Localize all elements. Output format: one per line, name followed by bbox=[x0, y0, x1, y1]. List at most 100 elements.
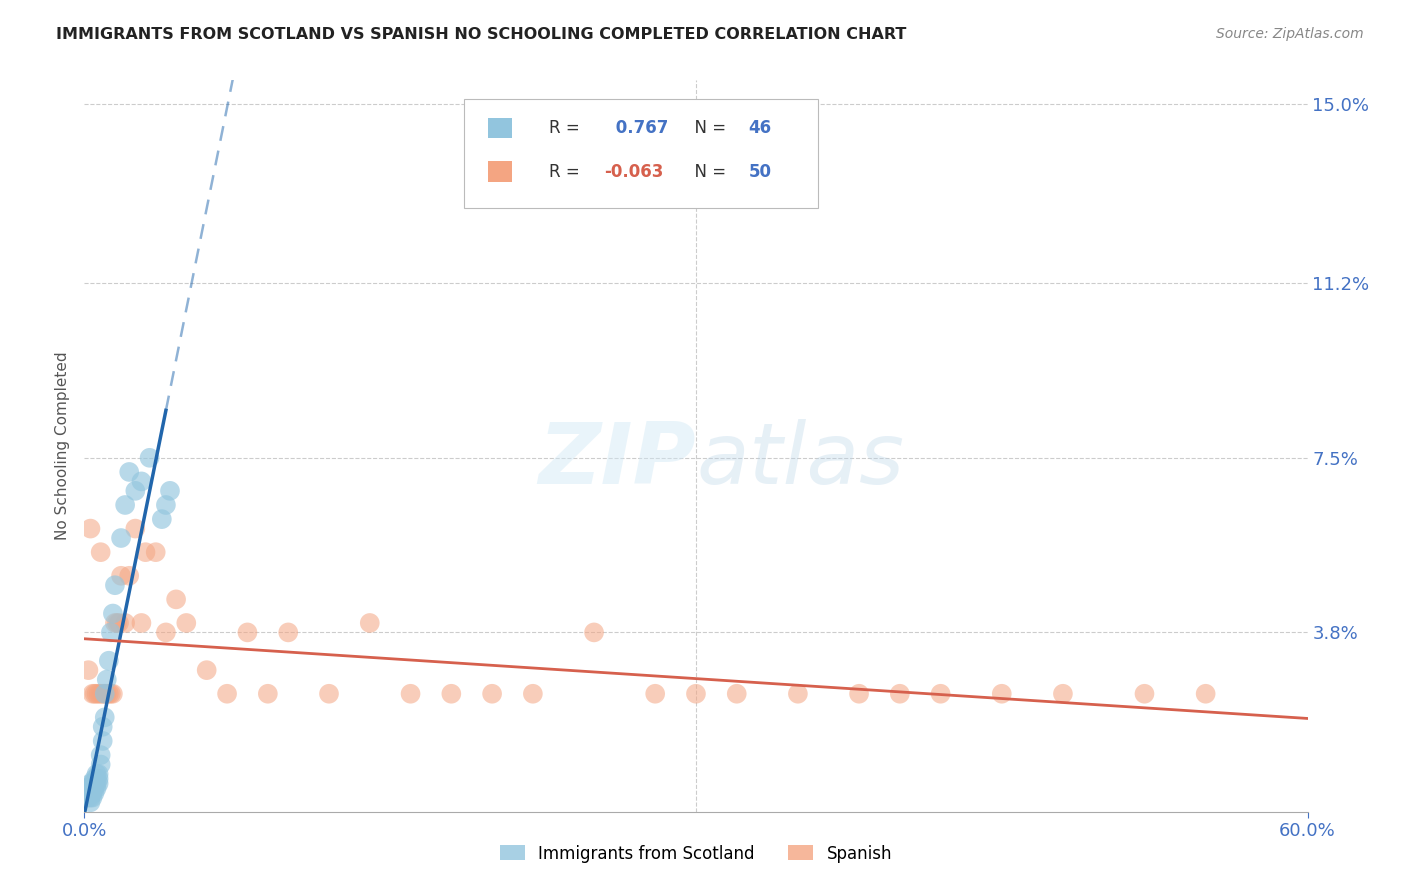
Point bbox=[82, 781, 104, 796]
Point bbox=[399, 687, 422, 701]
Point bbox=[87, 772, 110, 786]
Point bbox=[75, 790, 97, 805]
Point bbox=[83, 687, 105, 701]
Point bbox=[97, 654, 120, 668]
Point bbox=[75, 786, 97, 800]
Point bbox=[86, 772, 108, 786]
Point bbox=[159, 483, 181, 498]
Point bbox=[77, 781, 100, 796]
Point bbox=[889, 687, 911, 701]
Point bbox=[104, 615, 127, 630]
Point bbox=[991, 687, 1014, 701]
Point bbox=[83, 776, 105, 790]
Point bbox=[86, 767, 108, 781]
Point bbox=[91, 720, 114, 734]
Point bbox=[90, 757, 112, 772]
Text: R =: R = bbox=[550, 119, 585, 136]
Point bbox=[86, 776, 108, 790]
Point bbox=[583, 625, 606, 640]
Point bbox=[83, 786, 105, 800]
Point bbox=[114, 615, 136, 630]
Point bbox=[79, 786, 101, 800]
Point bbox=[77, 663, 100, 677]
Text: IMMIGRANTS FROM SCOTLAND VS SPANISH NO SCHOOLING COMPLETED CORRELATION CHART: IMMIGRANTS FROM SCOTLAND VS SPANISH NO S… bbox=[56, 27, 907, 42]
Point bbox=[236, 625, 259, 640]
Point bbox=[155, 625, 177, 640]
Point bbox=[929, 687, 952, 701]
Point bbox=[359, 615, 381, 630]
Text: -0.063: -0.063 bbox=[605, 162, 664, 181]
Legend: Immigrants from Scotland, Spanish: Immigrants from Scotland, Spanish bbox=[494, 838, 898, 869]
Point bbox=[77, 786, 100, 800]
Text: 46: 46 bbox=[748, 119, 772, 136]
Point bbox=[124, 522, 146, 536]
Text: ZIP: ZIP bbox=[538, 419, 696, 502]
Point bbox=[150, 512, 173, 526]
Point bbox=[104, 578, 127, 592]
Point bbox=[77, 790, 100, 805]
Text: 50: 50 bbox=[748, 162, 772, 181]
Point bbox=[118, 465, 141, 479]
Point bbox=[87, 687, 110, 701]
Point bbox=[195, 663, 218, 677]
Text: Source: ZipAtlas.com: Source: ZipAtlas.com bbox=[1216, 27, 1364, 41]
Point bbox=[79, 795, 101, 809]
Point bbox=[848, 687, 870, 701]
Point bbox=[75, 781, 97, 796]
Point bbox=[118, 568, 141, 582]
Point bbox=[93, 687, 115, 701]
Point bbox=[100, 687, 122, 701]
Point bbox=[522, 687, 544, 701]
Point bbox=[86, 781, 108, 796]
Point bbox=[91, 687, 114, 701]
Point bbox=[131, 475, 153, 489]
Point bbox=[91, 734, 114, 748]
Point bbox=[93, 710, 115, 724]
Point bbox=[155, 498, 177, 512]
Point bbox=[90, 748, 112, 763]
Point bbox=[131, 615, 153, 630]
Point bbox=[481, 687, 503, 701]
Point bbox=[257, 687, 280, 701]
Point bbox=[135, 545, 157, 559]
Point bbox=[87, 767, 110, 781]
Point bbox=[83, 781, 105, 796]
Text: R =: R = bbox=[550, 162, 585, 181]
Point bbox=[685, 687, 707, 701]
Point bbox=[90, 687, 112, 701]
Point bbox=[101, 687, 124, 701]
Point bbox=[100, 625, 122, 640]
Point bbox=[82, 790, 104, 805]
Point bbox=[1052, 687, 1074, 701]
Text: N =: N = bbox=[683, 119, 731, 136]
Point bbox=[83, 772, 105, 786]
Point bbox=[79, 781, 101, 796]
Point bbox=[108, 615, 131, 630]
Point bbox=[787, 687, 810, 701]
Point bbox=[97, 687, 120, 701]
Point bbox=[79, 776, 101, 790]
Point bbox=[82, 786, 104, 800]
Point bbox=[105, 615, 128, 630]
Point bbox=[124, 483, 146, 498]
Point bbox=[440, 687, 463, 701]
Point bbox=[79, 522, 101, 536]
Point bbox=[145, 545, 167, 559]
Point bbox=[101, 607, 124, 621]
Y-axis label: No Schooling Completed: No Schooling Completed bbox=[55, 351, 70, 541]
Point bbox=[110, 568, 132, 582]
Point bbox=[87, 776, 110, 790]
Point bbox=[86, 687, 108, 701]
Point bbox=[174, 615, 197, 630]
Point bbox=[82, 776, 104, 790]
Point bbox=[725, 687, 748, 701]
Point bbox=[318, 687, 340, 701]
Point bbox=[96, 673, 118, 687]
Point bbox=[110, 531, 132, 545]
Point bbox=[96, 687, 118, 701]
Point bbox=[165, 592, 187, 607]
Point bbox=[114, 498, 136, 512]
Text: N =: N = bbox=[683, 162, 731, 181]
Text: atlas: atlas bbox=[696, 419, 904, 502]
FancyBboxPatch shape bbox=[464, 99, 818, 209]
